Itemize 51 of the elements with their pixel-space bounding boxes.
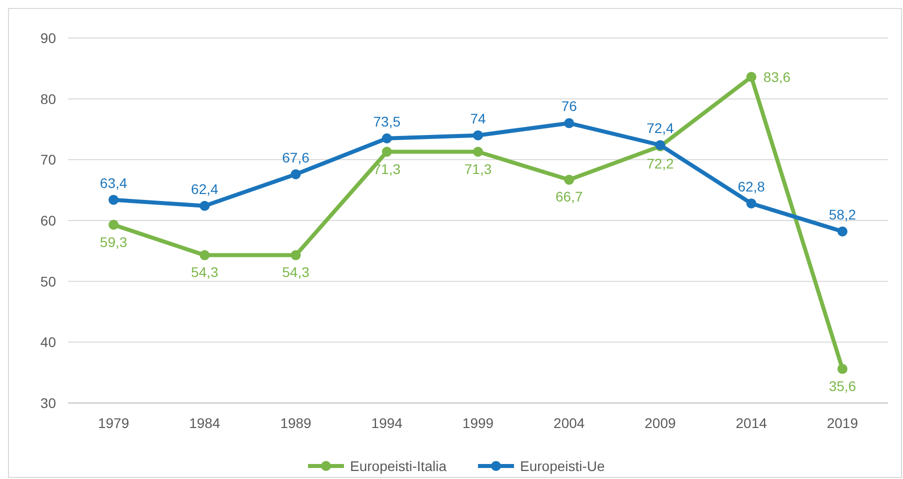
y-tick-label: 90 bbox=[40, 30, 56, 46]
data-label: 76 bbox=[561, 98, 578, 114]
data-label: 73,5 bbox=[373, 113, 401, 130]
x-tick-label: 1989 bbox=[280, 415, 312, 431]
point bbox=[200, 200, 210, 211]
x-tick-label: 1994 bbox=[371, 415, 403, 431]
y-tick-label: 70 bbox=[40, 152, 56, 168]
point bbox=[564, 174, 574, 185]
point bbox=[290, 169, 301, 180]
x-tick-label: 1999 bbox=[462, 415, 494, 431]
point bbox=[837, 364, 848, 374]
data-label: 58,2 bbox=[828, 206, 856, 222]
legend-label: Europeisti-Italia bbox=[350, 458, 447, 474]
point bbox=[473, 130, 483, 140]
data-label: 59,3 bbox=[100, 234, 128, 250]
point bbox=[108, 220, 119, 230]
x-tick-label: 2014 bbox=[736, 415, 768, 431]
data-label: 54,3 bbox=[191, 264, 219, 280]
data-label: 72,2 bbox=[646, 155, 674, 172]
data-label: 66,7 bbox=[555, 188, 583, 205]
point bbox=[108, 194, 119, 205]
x-tick-label: 2004 bbox=[554, 415, 585, 431]
data-label: 74 bbox=[470, 110, 486, 126]
data-label: 83,6 bbox=[763, 68, 791, 85]
y-tick-label: 30 bbox=[40, 395, 56, 411]
y-tick-label: 80 bbox=[40, 90, 56, 107]
point bbox=[382, 133, 392, 144]
point bbox=[473, 146, 483, 157]
data-label: 54,3 bbox=[282, 264, 310, 280]
data-label: 62,8 bbox=[738, 178, 766, 194]
point bbox=[837, 226, 848, 236]
data-label: 62,4 bbox=[191, 180, 219, 197]
data-label: 63,4 bbox=[100, 174, 128, 191]
point bbox=[746, 72, 756, 82]
y-tick-label: 50 bbox=[40, 273, 56, 290]
x-tick-label: 1979 bbox=[98, 415, 130, 431]
point bbox=[290, 250, 301, 260]
x-tick-label: 1984 bbox=[189, 415, 220, 431]
y-tick-label: 40 bbox=[40, 334, 56, 350]
point bbox=[564, 118, 574, 128]
x-tick-label: 2009 bbox=[644, 415, 676, 431]
point bbox=[382, 146, 392, 157]
point bbox=[746, 198, 756, 208]
data-label: 67,6 bbox=[282, 149, 310, 166]
legend-label: Europeisti-Ue bbox=[520, 458, 606, 474]
y-tick-label: 60 bbox=[40, 212, 56, 228]
data-label: 71,3 bbox=[464, 160, 492, 177]
data-label: 72,4 bbox=[646, 120, 674, 136]
x-tick-label: 2019 bbox=[826, 415, 858, 431]
point bbox=[200, 250, 210, 260]
data-label: 35,6 bbox=[828, 378, 856, 394]
